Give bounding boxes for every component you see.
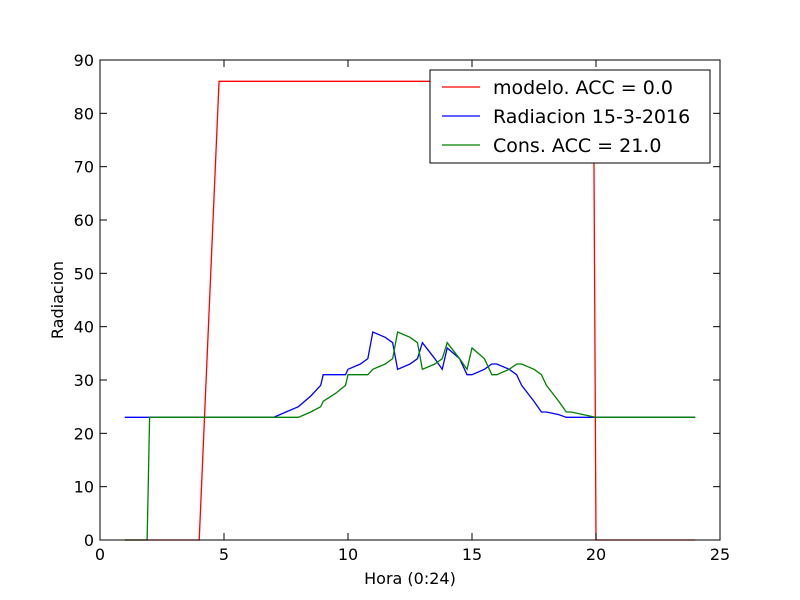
- x-tick-label: 20: [586, 545, 606, 564]
- x-tick-label: 25: [710, 545, 730, 564]
- legend: modelo. ACC = 0.0 Radiacion 15-3-2016 Cons…: [429, 69, 711, 164]
- y-tick-label: 60: [74, 211, 94, 230]
- x-tick-label: 0: [95, 545, 105, 564]
- series-line-2: [124, 331, 696, 418]
- y-tick-label: 0: [84, 531, 94, 550]
- y-tick-label: 50: [74, 264, 94, 283]
- x-tick-label: 5: [219, 545, 229, 564]
- x-axis-label: Hora (0:24): [364, 569, 456, 588]
- series-line-3: [124, 331, 696, 541]
- y-tick-label: 20: [74, 424, 94, 443]
- y-tick-label: 70: [74, 158, 94, 177]
- x-tick-label: 10: [338, 545, 358, 564]
- legend-label: modelo. ACC = 0.0: [493, 77, 673, 99]
- y-tick-label: 90: [74, 51, 94, 70]
- y-tick-label: 80: [74, 104, 94, 123]
- y-tick-label: 40: [74, 318, 94, 337]
- axes-frame: [99, 59, 721, 541]
- y-tick-label: 10: [74, 478, 94, 497]
- axes-layer: 0 5 10 15 20 25 0 10 20 30 40 50 60 70 80 90: [74, 51, 731, 564]
- legend-label: Cons. ACC = 21.0: [493, 135, 661, 157]
- legend-label: Radiacion 15-3-2016: [493, 106, 690, 128]
- y-axis-label: Radiacion: [48, 261, 67, 339]
- x-tick-label: 15: [462, 545, 482, 564]
- y-tick-label: 30: [74, 371, 94, 390]
